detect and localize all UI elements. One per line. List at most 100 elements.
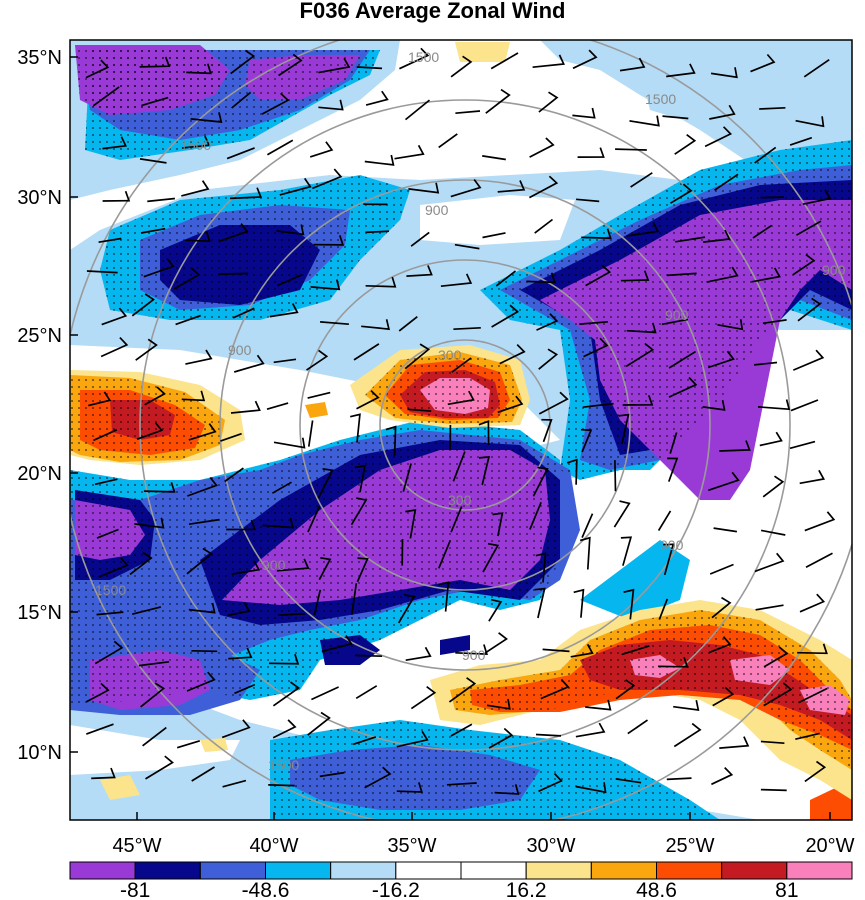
wind-barb — [100, 337, 129, 358]
wind-barb — [763, 646, 789, 668]
lon-tick-45w: 45°W — [112, 835, 161, 857]
wind-barb — [535, 733, 562, 737]
wind-barb — [402, 463, 412, 492]
wind-barb — [541, 418, 553, 443]
lon-tick-35w: 35°W — [387, 835, 436, 857]
wind-barb — [790, 399, 819, 412]
wind-barb — [585, 699, 612, 711]
wind-barb — [577, 147, 605, 158]
wind-barb — [495, 270, 517, 287]
longitude-axis: 45°W 40°W 35°W 30°W 25°W 20°W — [112, 812, 855, 857]
colorbar-swatch — [134, 861, 201, 880]
wind-barb — [536, 313, 559, 331]
wind-barb — [575, 782, 607, 794]
wind-barb — [663, 543, 675, 576]
wind-barb — [626, 222, 660, 237]
wind-barb — [139, 56, 171, 68]
contour-label-900-bottom: 900 — [462, 647, 486, 663]
wind-barb — [448, 677, 477, 703]
wind-barb — [410, 686, 437, 710]
wind-barb — [670, 183, 693, 204]
wind-barb — [708, 636, 732, 654]
wind-barb — [754, 146, 777, 164]
colorbar-swatch — [395, 861, 462, 880]
wind-barb — [719, 736, 750, 749]
wind-barb — [278, 612, 306, 617]
wind-barb — [364, 766, 392, 789]
wind-barb — [404, 343, 431, 370]
chart-title: F036 Average Zonal Wind — [299, 0, 566, 23]
wind-barb — [795, 732, 820, 741]
wind-barb — [354, 464, 366, 493]
wind-barb — [188, 602, 216, 614]
colorbar-swatch — [265, 861, 332, 880]
wind-barb — [175, 314, 201, 326]
wind-barb — [674, 134, 697, 155]
wind-barb — [451, 357, 472, 373]
wind-barb — [615, 679, 636, 700]
wind-barb — [482, 542, 500, 573]
wind-barb — [307, 505, 321, 533]
wind-barb — [526, 272, 556, 284]
wind-barb — [262, 517, 295, 529]
colorbar — [69, 861, 853, 880]
wind-barb — [408, 182, 440, 194]
wind-barb — [789, 136, 813, 146]
wind-barb — [273, 437, 306, 449]
wind-barb — [792, 253, 816, 276]
wind-barb — [321, 635, 353, 653]
wind-barb — [542, 648, 570, 653]
wind-barb — [186, 547, 213, 575]
wind-barb — [319, 771, 345, 778]
wind-barb — [279, 177, 312, 196]
wind-barb — [181, 135, 211, 149]
wind-barb — [93, 429, 118, 442]
wind-barb — [579, 320, 609, 325]
wind-barb — [538, 91, 559, 113]
wind-barb — [750, 53, 776, 73]
wind-barb — [352, 736, 377, 746]
contour-label-300-bottom: 300 — [448, 492, 472, 508]
wind-barb — [614, 460, 617, 492]
wind-barb — [185, 349, 213, 365]
wind-barb — [268, 784, 295, 787]
wind-barb — [136, 422, 164, 441]
wind-barb — [173, 267, 201, 290]
colorbar-labels: -81 -48.6 -16.2 16.2 48.6 81 — [120, 879, 799, 900]
wind-barb — [131, 293, 155, 317]
wind-barb — [666, 272, 697, 277]
wind-barb — [399, 47, 430, 70]
wind-barb — [627, 719, 648, 735]
contour-label-1500-bottom: 1500 — [268, 757, 299, 773]
wind-barb — [491, 304, 520, 328]
wind-barb — [226, 519, 256, 531]
wind-barb — [306, 349, 329, 371]
wind-barb — [499, 344, 526, 365]
wind-barb — [494, 784, 520, 795]
wind-barb — [497, 180, 526, 193]
wind-barb — [218, 272, 249, 275]
wind-barb — [535, 552, 547, 583]
wind-barb — [181, 180, 210, 197]
wind-barb — [450, 723, 473, 737]
wind-barb — [266, 139, 294, 156]
wind-barb — [190, 112, 223, 123]
wind-barb — [452, 451, 466, 482]
wind-barb — [278, 53, 303, 77]
colorbar-label: -81 — [120, 879, 150, 900]
wind-barb — [675, 236, 706, 243]
colorbar-swatch — [69, 861, 136, 880]
wind-barb — [450, 178, 482, 198]
wind-barb — [102, 136, 127, 150]
wind-barb — [186, 671, 216, 692]
wind-barb — [276, 224, 305, 236]
wind-barb — [222, 779, 247, 788]
wind-barb — [762, 319, 787, 325]
wind-barb — [320, 321, 349, 326]
wind-barb — [630, 172, 653, 188]
wind-barb — [798, 687, 828, 704]
wind-barb — [719, 440, 751, 452]
lon-tick-25w: 25°W — [665, 835, 714, 857]
contour-label-900-left: 900 — [228, 342, 252, 358]
contour-label-900-far-right: 900 — [822, 262, 846, 278]
